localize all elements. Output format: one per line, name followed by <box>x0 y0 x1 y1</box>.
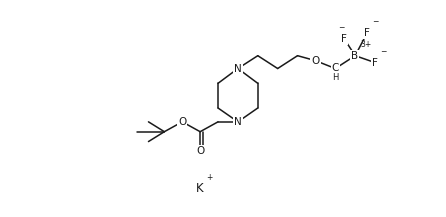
Text: C: C <box>332 62 339 72</box>
Text: N: N <box>234 117 242 127</box>
Text: N: N <box>234 64 242 74</box>
Text: −: − <box>372 17 379 26</box>
Text: O: O <box>178 117 186 127</box>
Text: F: F <box>341 34 347 44</box>
Text: H: H <box>332 73 339 82</box>
Text: F: F <box>364 28 370 38</box>
Text: −: − <box>380 47 386 56</box>
Text: O: O <box>311 56 319 66</box>
Text: O: O <box>196 146 204 156</box>
Text: −: − <box>338 23 344 32</box>
Text: 3+: 3+ <box>360 40 372 49</box>
Text: F: F <box>372 58 378 67</box>
Text: +: + <box>206 173 212 182</box>
Text: B: B <box>351 51 358 61</box>
Text: K: K <box>196 182 204 196</box>
